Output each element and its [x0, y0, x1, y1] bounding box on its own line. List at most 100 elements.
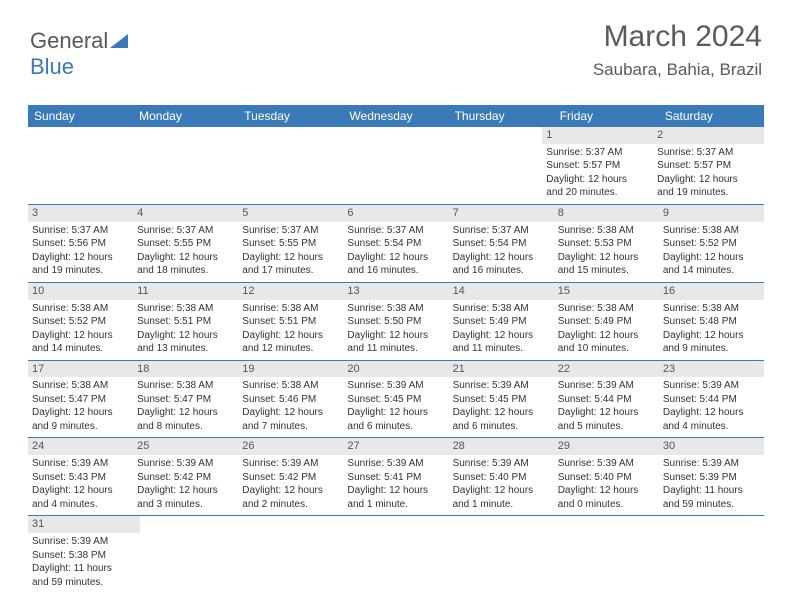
day-number: 1: [542, 127, 653, 144]
sunrise-text: Sunrise: 5:38 AM: [347, 302, 444, 316]
sunrise-text: Sunrise: 5:37 AM: [347, 224, 444, 238]
sunrise-text: Sunrise: 5:39 AM: [453, 457, 550, 471]
sunset-text: Sunset: 5:45 PM: [453, 393, 550, 407]
sunset-text: Sunset: 5:39 PM: [663, 471, 760, 485]
sunset-text: Sunset: 5:54 PM: [453, 237, 550, 251]
daylight-line-2: and 9 minutes.: [32, 420, 129, 434]
day-cell: 26Sunrise: 5:39 AMSunset: 5:42 PMDayligh…: [238, 438, 343, 515]
sunrise-text: Sunrise: 5:37 AM: [242, 224, 339, 238]
daylight-line-1: Daylight: 12 hours: [453, 406, 550, 420]
day-number: 24: [28, 438, 133, 455]
weeks-container: 1Sunrise: 5:37 AMSunset: 5:57 PMDaylight…: [28, 127, 764, 593]
sunrise-text: Sunrise: 5:38 AM: [242, 302, 339, 316]
day-number: 23: [659, 361, 764, 378]
day-cell: 31 Sunrise: 5:39 AMSunset: 5:38 PMDayligh…: [28, 516, 140, 593]
sunrise-text: Sunrise: 5:37 AM: [657, 146, 760, 160]
day-number: 7: [449, 205, 554, 222]
day-header-sat: Saturday: [659, 109, 764, 123]
daylight-line-2: and 16 minutes.: [347, 264, 444, 278]
day-cell: 30Sunrise: 5:39 AMSunset: 5:39 PMDayligh…: [659, 438, 764, 515]
sunrise-text: Sunrise: 5:39 AM: [32, 535, 136, 549]
week-row: 31 Sunrise: 5:39 AMSunset: 5:38 PMDayligh…: [28, 516, 764, 593]
empty-cell: [452, 516, 556, 593]
day-cell: 21Sunrise: 5:39 AMSunset: 5:45 PMDayligh…: [449, 361, 554, 438]
daylight-line-1: Daylight: 12 hours: [558, 406, 655, 420]
daylight-line-2: and 16 minutes.: [453, 264, 550, 278]
daylight-line-1: Daylight: 11 hours: [32, 562, 136, 576]
day-headers: Sunday Monday Tuesday Wednesday Thursday…: [28, 105, 764, 127]
logo-text-1: General: [30, 28, 108, 53]
day-cell: 24Sunrise: 5:39 AMSunset: 5:43 PMDayligh…: [28, 438, 133, 515]
sunrise-text: Sunrise: 5:38 AM: [663, 302, 760, 316]
day-cell: 17Sunrise: 5:38 AMSunset: 5:47 PMDayligh…: [28, 361, 133, 438]
daylight-line-2: and 6 minutes.: [347, 420, 444, 434]
daylight-line-2: and 19 minutes.: [32, 264, 129, 278]
day-cell: 4Sunrise: 5:37 AMSunset: 5:55 PMDaylight…: [133, 205, 238, 282]
sunset-text: Sunset: 5:51 PM: [137, 315, 234, 329]
day-cell: 5Sunrise: 5:37 AMSunset: 5:55 PMDaylight…: [238, 205, 343, 282]
empty-cell: [234, 127, 337, 204]
sunset-text: Sunset: 5:44 PM: [663, 393, 760, 407]
sunrise-text: Sunrise: 5:39 AM: [242, 457, 339, 471]
day-number: 19: [238, 361, 343, 378]
day-cell: 29Sunrise: 5:39 AMSunset: 5:40 PMDayligh…: [554, 438, 659, 515]
sunset-text: Sunset: 5:38 PM: [32, 549, 136, 563]
day-cell: 8Sunrise: 5:38 AMSunset: 5:53 PMDaylight…: [554, 205, 659, 282]
daylight-line-2: and 14 minutes.: [32, 342, 129, 356]
week-row: 3Sunrise: 5:37 AMSunset: 5:56 PMDaylight…: [28, 205, 764, 283]
daylight-line-2: and 17 minutes.: [242, 264, 339, 278]
sunset-text: Sunset: 5:49 PM: [558, 315, 655, 329]
sunrise-text: Sunrise: 5:38 AM: [32, 302, 129, 316]
day-cell: 22Sunrise: 5:39 AMSunset: 5:44 PMDayligh…: [554, 361, 659, 438]
daylight-line-2: and 15 minutes.: [558, 264, 655, 278]
daylight-line-1: Daylight: 12 hours: [137, 406, 234, 420]
day-number: 21: [449, 361, 554, 378]
daylight-line-1: Daylight: 12 hours: [242, 251, 339, 265]
day-cell: 3Sunrise: 5:37 AMSunset: 5:56 PMDaylight…: [28, 205, 133, 282]
month-year: March 2024: [593, 20, 762, 54]
day-cell: 14Sunrise: 5:38 AMSunset: 5:49 PMDayligh…: [449, 283, 554, 360]
day-number: 16: [659, 283, 764, 300]
day-number: 13: [343, 283, 448, 300]
empty-cell: [439, 127, 542, 204]
day-cell: 13Sunrise: 5:38 AMSunset: 5:50 PMDayligh…: [343, 283, 448, 360]
empty-cell: [244, 516, 348, 593]
sunrise-text: Sunrise: 5:37 AM: [137, 224, 234, 238]
sunset-text: Sunset: 5:40 PM: [453, 471, 550, 485]
daylight-line-2: and 3 minutes.: [137, 498, 234, 512]
daylight-line-2: and 10 minutes.: [558, 342, 655, 356]
daylight-line-1: Daylight: 12 hours: [32, 406, 129, 420]
day-cell: 16Sunrise: 5:38 AMSunset: 5:48 PMDayligh…: [659, 283, 764, 360]
daylight-line-1: Daylight: 12 hours: [453, 329, 550, 343]
sail-icon: [110, 34, 132, 50]
sunrise-text: Sunrise: 5:39 AM: [558, 379, 655, 393]
day-number: 8: [554, 205, 659, 222]
day-number: 12: [238, 283, 343, 300]
day-header-tue: Tuesday: [238, 109, 343, 123]
sunset-text: Sunset: 5:48 PM: [663, 315, 760, 329]
day-number: 26: [238, 438, 343, 455]
sunset-text: Sunset: 5:52 PM: [663, 237, 760, 251]
daylight-line-1: Daylight: 12 hours: [32, 251, 129, 265]
day-number: 5: [238, 205, 343, 222]
sunset-text: Sunset: 5:51 PM: [242, 315, 339, 329]
day-cell: 18Sunrise: 5:38 AMSunset: 5:47 PMDayligh…: [133, 361, 238, 438]
daylight-line-1: Daylight: 11 hours: [663, 484, 760, 498]
day-header-wed: Wednesday: [343, 109, 448, 123]
day-cell: 27Sunrise: 5:39 AMSunset: 5:41 PMDayligh…: [343, 438, 448, 515]
day-number: 25: [133, 438, 238, 455]
daylight-line-2: and 13 minutes.: [137, 342, 234, 356]
day-cell: 15Sunrise: 5:38 AMSunset: 5:49 PMDayligh…: [554, 283, 659, 360]
daylight-line-1: Daylight: 12 hours: [32, 484, 129, 498]
sunset-text: Sunset: 5:42 PM: [242, 471, 339, 485]
sunrise-text: Sunrise: 5:38 AM: [32, 379, 129, 393]
empty-cell: [348, 516, 452, 593]
sunrise-text: Sunrise: 5:37 AM: [546, 146, 649, 160]
day-cell: 23Sunrise: 5:39 AMSunset: 5:44 PMDayligh…: [659, 361, 764, 438]
day-number: 31: [28, 516, 140, 533]
day-cell: 19Sunrise: 5:38 AMSunset: 5:46 PMDayligh…: [238, 361, 343, 438]
sunset-text: Sunset: 5:57 PM: [657, 159, 760, 173]
daylight-line-2: and 59 minutes.: [663, 498, 760, 512]
daylight-line-2: and 5 minutes.: [558, 420, 655, 434]
day-cell: 12Sunrise: 5:38 AMSunset: 5:51 PMDayligh…: [238, 283, 343, 360]
